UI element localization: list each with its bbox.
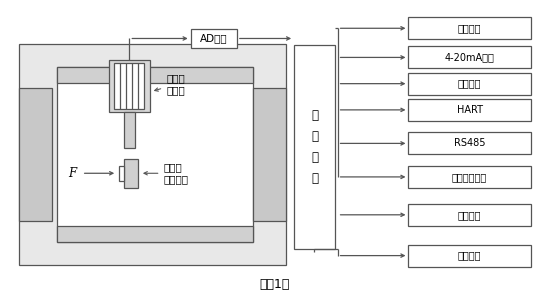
Bar xyxy=(409,99,531,121)
Text: （图1）: （图1） xyxy=(260,278,290,291)
Bar xyxy=(253,88,286,221)
Bar xyxy=(57,67,253,242)
Bar xyxy=(409,17,531,39)
Text: F: F xyxy=(68,167,76,180)
Bar xyxy=(409,166,531,188)
Text: RS485: RS485 xyxy=(454,138,486,148)
Bar xyxy=(19,88,52,221)
Bar xyxy=(124,112,135,148)
Bar xyxy=(109,60,150,112)
Bar xyxy=(119,166,124,181)
Text: 温度采集: 温度采集 xyxy=(458,251,481,260)
Bar xyxy=(191,29,237,48)
Bar xyxy=(19,44,286,265)
Bar xyxy=(409,47,531,68)
Bar xyxy=(409,132,531,154)
Text: 阻流件
（靶片）: 阻流件 （靶片） xyxy=(144,162,189,184)
Text: 微
处
理
器: 微 处 理 器 xyxy=(311,109,318,185)
Text: 压力采集: 压力采集 xyxy=(458,210,481,220)
Text: AD转换: AD转换 xyxy=(200,34,228,43)
Bar xyxy=(409,204,531,226)
Bar xyxy=(124,159,138,188)
Bar xyxy=(57,67,253,83)
Bar xyxy=(294,45,335,249)
Text: HART: HART xyxy=(456,105,483,115)
Text: 双电容
传感器: 双电容 传感器 xyxy=(155,74,185,95)
Bar xyxy=(409,245,531,266)
Bar xyxy=(114,63,144,109)
Text: 液晶显示: 液晶显示 xyxy=(458,23,481,33)
Text: 脉冲输出: 脉冲输出 xyxy=(458,79,481,89)
Bar xyxy=(409,73,531,94)
Bar xyxy=(57,226,253,242)
Text: 红外置零开关: 红外置零开关 xyxy=(452,172,487,182)
Text: 4-20mA输出: 4-20mA输出 xyxy=(445,53,494,62)
